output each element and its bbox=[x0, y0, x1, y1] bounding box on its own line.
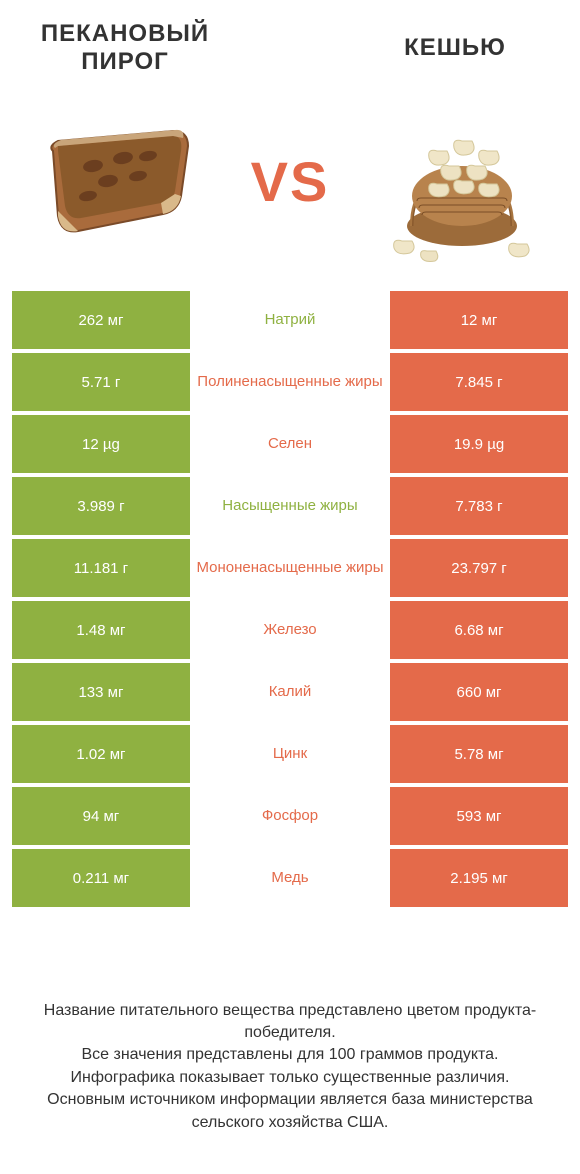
images-row: VS bbox=[0, 86, 580, 291]
footer-line: Все значения представлены для 100 граммо… bbox=[30, 1044, 550, 1066]
value-right: 19.9 µg bbox=[390, 415, 568, 473]
table-row: 262 мгНатрий12 мг bbox=[12, 291, 568, 349]
value-right: 2.195 мг bbox=[390, 849, 568, 907]
table-row: 133 мгКалий660 мг bbox=[12, 663, 568, 721]
table-row: 5.71 гПолиненасыщенные жиры7.845 г bbox=[12, 353, 568, 411]
table-row: 94 мгФосфор593 мг bbox=[12, 787, 568, 845]
value-left: 1.48 мг bbox=[12, 601, 190, 659]
value-left: 0.211 мг bbox=[12, 849, 190, 907]
footer-line: Инфографика показывает только существенн… bbox=[30, 1067, 550, 1089]
value-left: 94 мг bbox=[12, 787, 190, 845]
value-right: 23.797 г bbox=[390, 539, 568, 597]
value-right: 6.68 мг bbox=[390, 601, 568, 659]
value-left: 12 µg bbox=[12, 415, 190, 473]
title-right: КЕШЬЮ bbox=[355, 34, 555, 62]
value-right: 7.783 г bbox=[390, 477, 568, 535]
table-row: 11.181 гМононенасыщенные жиры23.797 г bbox=[12, 539, 568, 597]
table-row: 12 µgСелен19.9 µg bbox=[12, 415, 568, 473]
table-row: 1.48 мгЖелезо6.68 мг bbox=[12, 601, 568, 659]
vs-label: VS bbox=[251, 149, 330, 214]
value-left: 11.181 г bbox=[12, 539, 190, 597]
nutrient-name: Натрий bbox=[190, 291, 390, 349]
nutrient-name: Селен bbox=[190, 415, 390, 473]
value-left: 5.71 г bbox=[12, 353, 190, 411]
value-left: 1.02 мг bbox=[12, 725, 190, 783]
table-row: 0.211 мгМедь2.195 мг bbox=[12, 849, 568, 907]
table-row: 1.02 мгЦинк5.78 мг bbox=[12, 725, 568, 783]
comparison-table: 262 мгНатрий12 мг5.71 гПолиненасыщенные … bbox=[0, 291, 580, 911]
value-right: 593 мг bbox=[390, 787, 568, 845]
header: ПЕКАНОВЫЙ ПИРОГ КЕШЬЮ bbox=[0, 0, 580, 86]
value-left: 133 мг bbox=[12, 663, 190, 721]
footer-line: Основным источником информации является … bbox=[30, 1089, 550, 1134]
title-left: ПЕКАНОВЫЙ ПИРОГ bbox=[25, 20, 225, 76]
value-right: 12 мг bbox=[390, 291, 568, 349]
value-left: 3.989 г bbox=[12, 477, 190, 535]
footer-notes: Название питательного вещества представл… bbox=[0, 980, 580, 1174]
nutrient-name: Насыщенные жиры bbox=[190, 477, 390, 535]
table-row: 3.989 гНасыщенные жиры7.783 г bbox=[12, 477, 568, 535]
nutrient-name: Калий bbox=[190, 663, 390, 721]
nutrient-name: Цинк bbox=[190, 725, 390, 783]
nutrient-name: Полиненасыщенные жиры bbox=[190, 353, 390, 411]
value-right: 7.845 г bbox=[390, 353, 568, 411]
value-right: 660 мг bbox=[390, 663, 568, 721]
nutrient-name: Железо bbox=[190, 601, 390, 659]
nutrient-name: Фосфор bbox=[190, 787, 390, 845]
value-left: 262 мг bbox=[12, 291, 190, 349]
cashew-image bbox=[370, 96, 555, 266]
nutrient-name: Медь bbox=[190, 849, 390, 907]
footer-line: Название питательного вещества представл… bbox=[30, 1000, 550, 1045]
value-right: 5.78 мг bbox=[390, 725, 568, 783]
pecan-pie-image bbox=[25, 96, 210, 266]
nutrient-name: Мононенасыщенные жиры bbox=[190, 539, 390, 597]
